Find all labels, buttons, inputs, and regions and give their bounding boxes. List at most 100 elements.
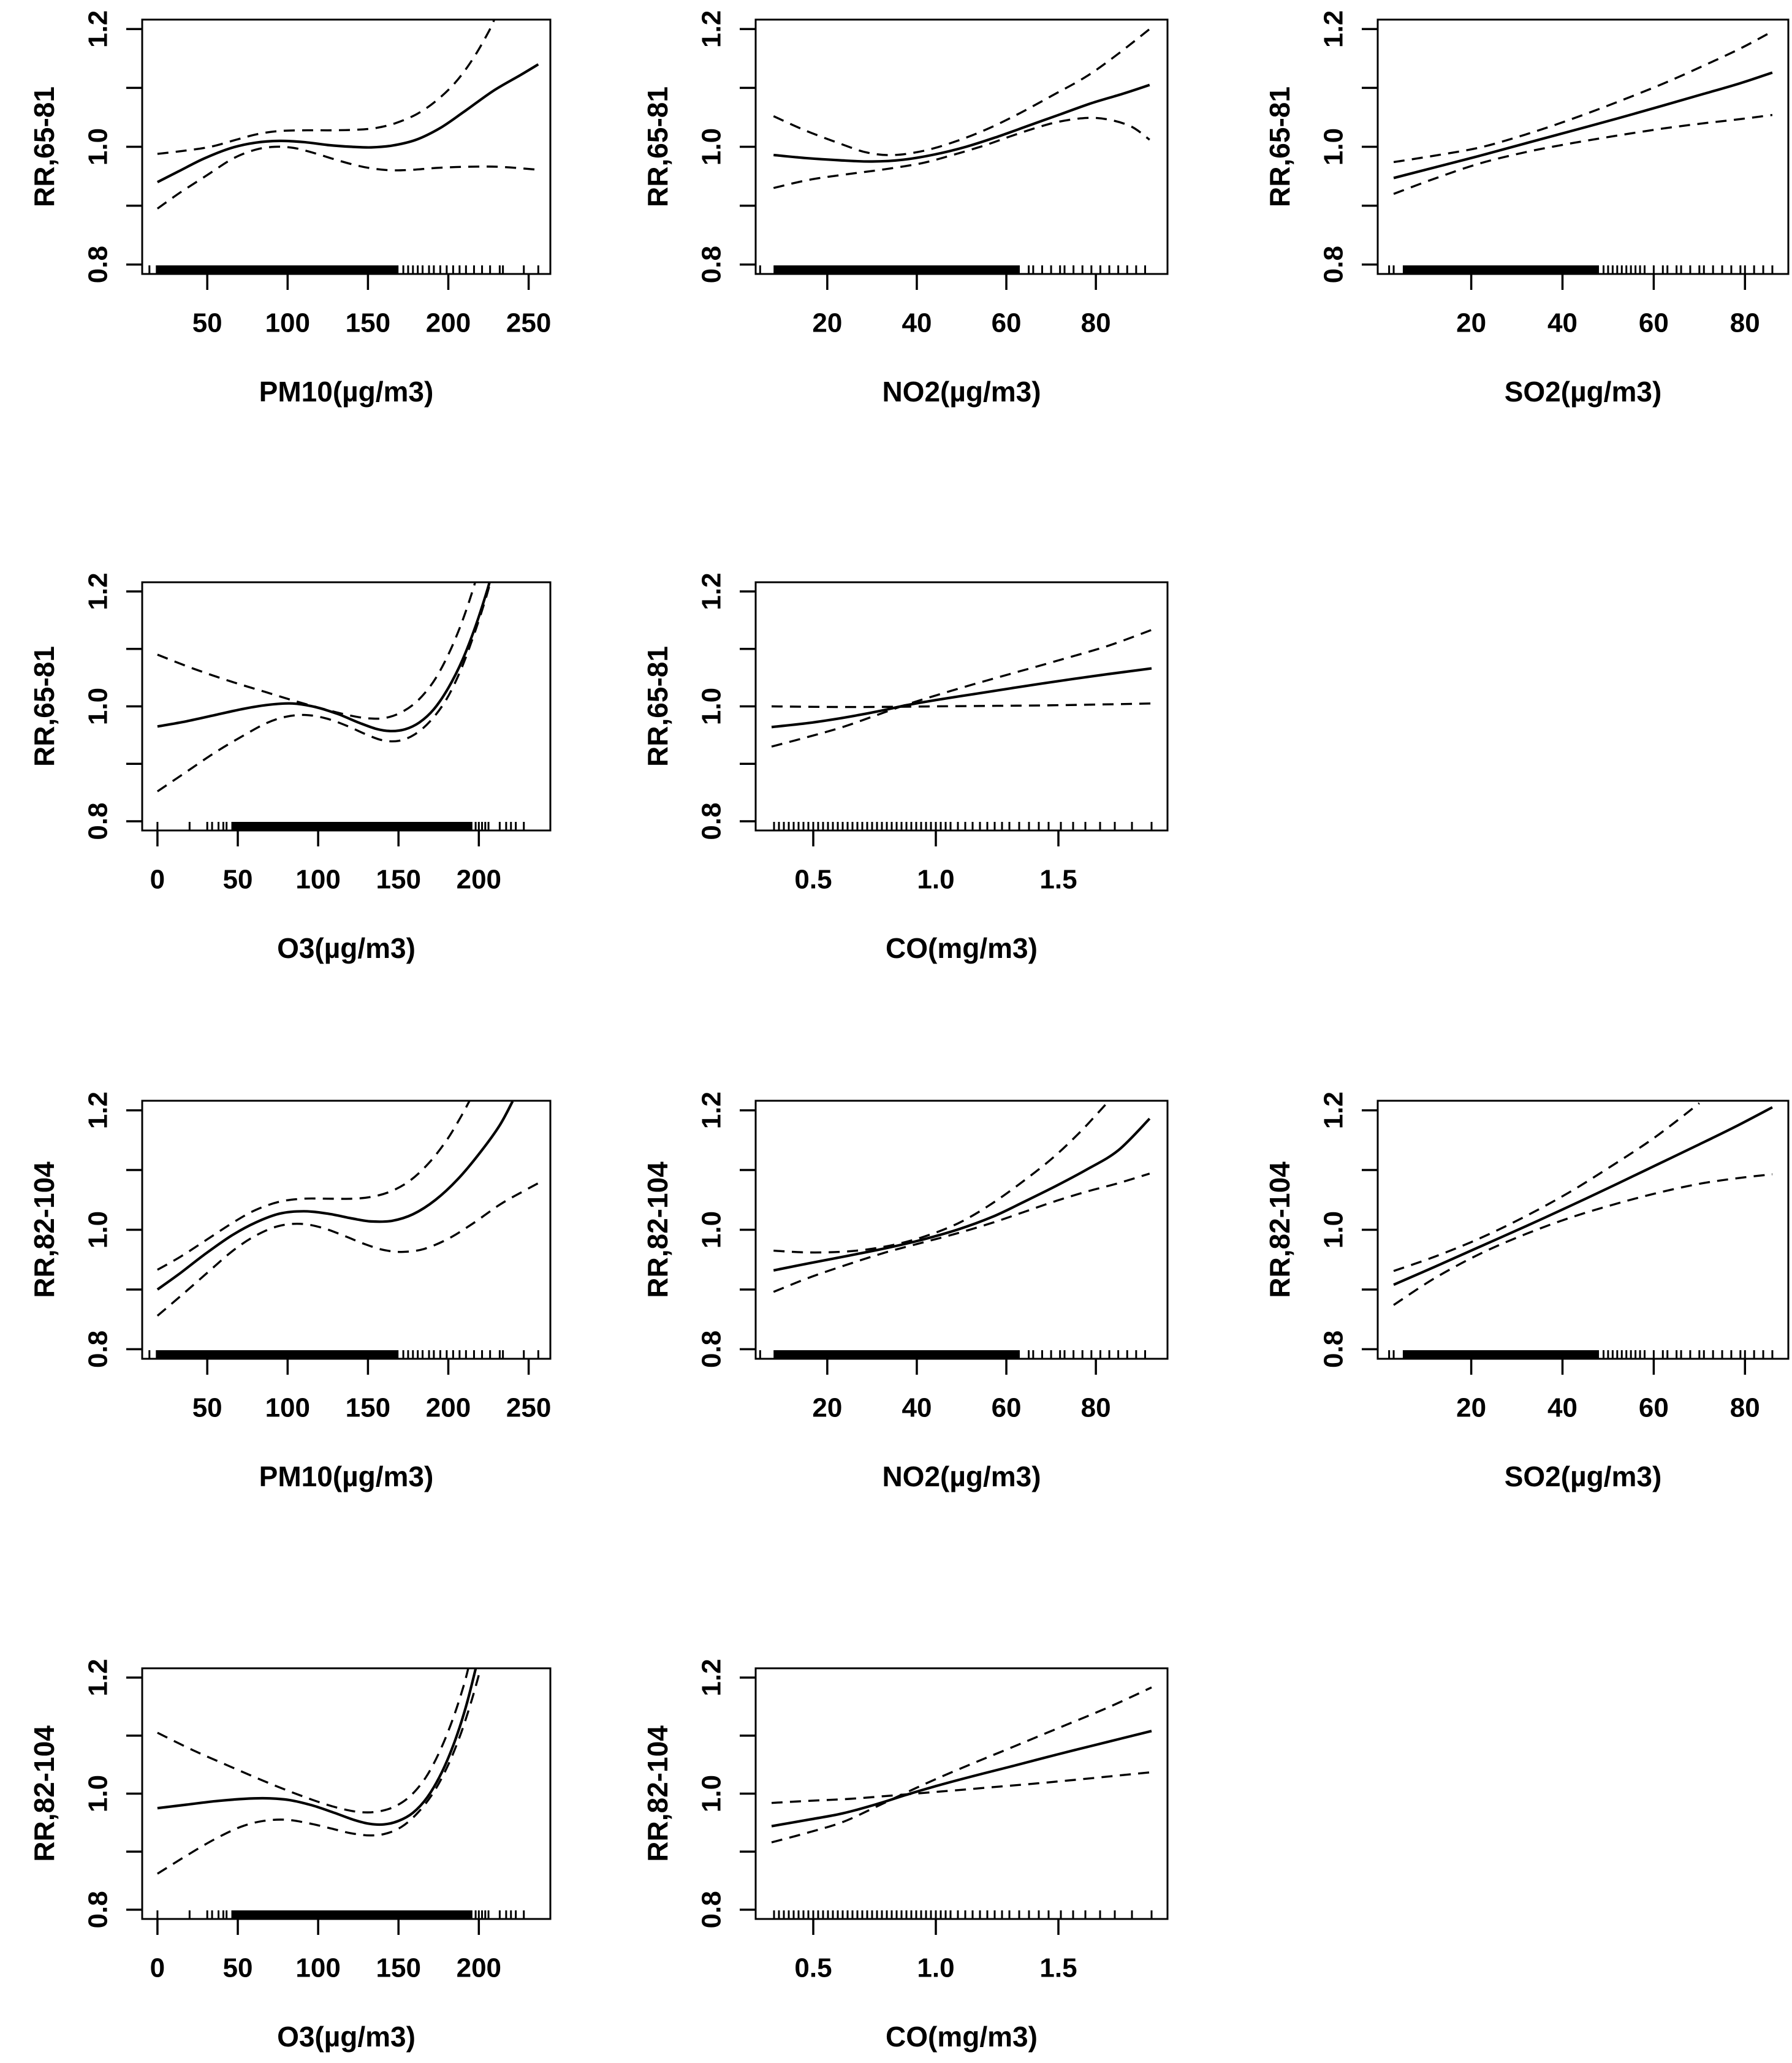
plot-co-rr-65-81: 0.8 1.0 1.2 0.5 1.0 1.5 CO(mg/m3) RR,65-81 [642,572,1169,964]
y-axis-title: RR,82-104 [28,1725,60,1862]
curves [771,629,1152,748]
x-tick-label: 0 [150,1953,165,1983]
ci-upper-line [157,582,477,720]
ci-lower-line [771,1771,1152,1804]
y-tick-label: 1.0 [83,1775,113,1812]
plot-box [754,1667,1169,1920]
ci-upper-line [771,1686,1152,1844]
rug [156,1910,525,1919]
ci-lower-line [156,582,492,792]
x-tick-label: 1.5 [1039,1953,1077,1983]
ci-upper-line [1393,1102,1700,1272]
y-tick-label: 0.8 [697,246,727,283]
x-axis-title: CO(mg/m3) [886,2021,1038,2053]
x-axis-title: NO2(µg/m3) [882,1461,1041,1492]
plot-box [141,581,552,832]
rug-dense-bar [773,265,1020,274]
x-tick-label: 250 [506,308,551,338]
y-tick-label: 0.8 [697,802,727,840]
plot-co-rr-82-104: 0.8 1.0 1.2 0.5 1.0 1.5 CO(mg/m3) RR,82-104 [642,1659,1169,2053]
y-tick-label: 0.8 [83,246,113,283]
ci-upper-line [157,1668,469,1814]
rug-dense-bar [231,1910,473,1919]
plot-so2-rr-82-104: 0.8 1.0 1.2 20 40 60 80 SO2(µg/m3) RR,82-104 [1264,1092,1790,1492]
y-axis-title: RR,82-104 [28,1161,60,1298]
y-tick-label: 1.0 [83,128,113,165]
y-tick-label: 1.0 [1319,1211,1349,1248]
rug [148,265,539,274]
rug [1388,265,1774,274]
estimate-line [157,582,491,732]
y-tick-label: 1.2 [697,10,727,48]
x-tick-label: 20 [812,1393,842,1423]
rug [1388,1350,1774,1359]
rug [759,265,1146,274]
x-tick-label: 20 [1456,308,1486,338]
rug-dense-bar [1402,265,1600,274]
estimate-line [1393,1106,1773,1286]
estimate-line [157,1668,477,1826]
estimate-line [771,1730,1152,1828]
x-tick-label: 100 [295,1953,340,1983]
y-tick-label: 0.8 [83,1331,113,1368]
ci-upper-line [157,20,496,155]
x-tick-label: 40 [902,1393,932,1423]
y-tick-label: 0.8 [83,802,113,840]
y-tick-label: 1.0 [697,128,727,165]
x-tick-label: 60 [1639,308,1669,338]
rug [156,822,525,830]
x-tick-label: 150 [376,1953,421,1983]
plot-no2-rr-65-81: 0.8 1.0 1.2 20 40 60 80 NO2(µg/m3) RR,65-81 [642,10,1169,408]
y-tick-label: 0.8 [83,1891,113,1928]
ci-upper-line [771,629,1152,748]
y-axis-title: RR,82-104 [642,1725,674,1862]
x-tick-label: 250 [506,1393,551,1423]
plot-pm10-rr-82-104: 0.8 1.0 1.2 50 100 150 200 250 PM10(µg/m3) RR,82-… [28,1092,552,1492]
x-tick-label: 0.5 [794,1953,832,1983]
x-tick-label: 40 [1547,1393,1577,1423]
curves [1393,30,1773,195]
x-tick-label: 200 [426,1393,471,1423]
x-tick-label: 80 [1730,1393,1760,1423]
x-tick-label: 1.5 [1039,865,1077,895]
x-tick-label: 20 [812,308,842,338]
y-tick-label: 1.2 [83,572,113,610]
x-tick-label: 80 [1081,308,1111,338]
rug [773,822,1153,830]
ci-lower-line [156,1182,539,1317]
y-tick-label: 1.0 [83,1211,113,1248]
estimate-line [771,667,1152,729]
ci-lower-line [771,702,1152,709]
x-tick-label: 20 [1456,1393,1486,1423]
plot-so2-rr-65-81: 0.8 1.0 1.2 20 40 60 80 SO2(µg/m3) RR,65-81 [1264,10,1790,408]
plot-no2-rr-82-104: 0.8 1.0 1.2 20 40 60 80 NO2(µg/m3) RR,82-104 [642,1092,1169,1492]
x-axis-title: NO2(µg/m3) [882,376,1041,408]
y-axis-title: RR,65-81 [642,646,674,767]
y-axis-title: RR,65-81 [642,86,674,207]
estimate-line [156,63,539,184]
y-axis-title: RR,82-104 [642,1161,674,1298]
estimate-line [156,1101,514,1291]
ci-upper-line [1393,30,1773,164]
ci-upper-line [773,28,1150,156]
plot-box [1376,18,1790,275]
x-tick-label: 100 [265,1393,310,1423]
x-tick-label: 0.5 [794,865,832,895]
rug-dense-bar [231,822,473,830]
y-tick-label: 1.2 [83,1659,113,1696]
ci-lower-line [773,1172,1150,1293]
ci-lower-line [1393,1173,1773,1306]
ci-lower-line [773,116,1150,189]
ci-upper-line [157,1101,471,1271]
x-tick-label: 150 [346,308,390,338]
x-tick-label: 50 [223,1953,253,1983]
rug [148,1350,539,1359]
x-tick-label: 0 [150,865,165,895]
x-tick-label: 1.0 [917,865,954,895]
y-tick-label: 1.2 [697,572,727,610]
rug-dense-bar [773,1350,1020,1359]
estimate-line [773,83,1150,163]
x-tick-label: 100 [265,308,310,338]
